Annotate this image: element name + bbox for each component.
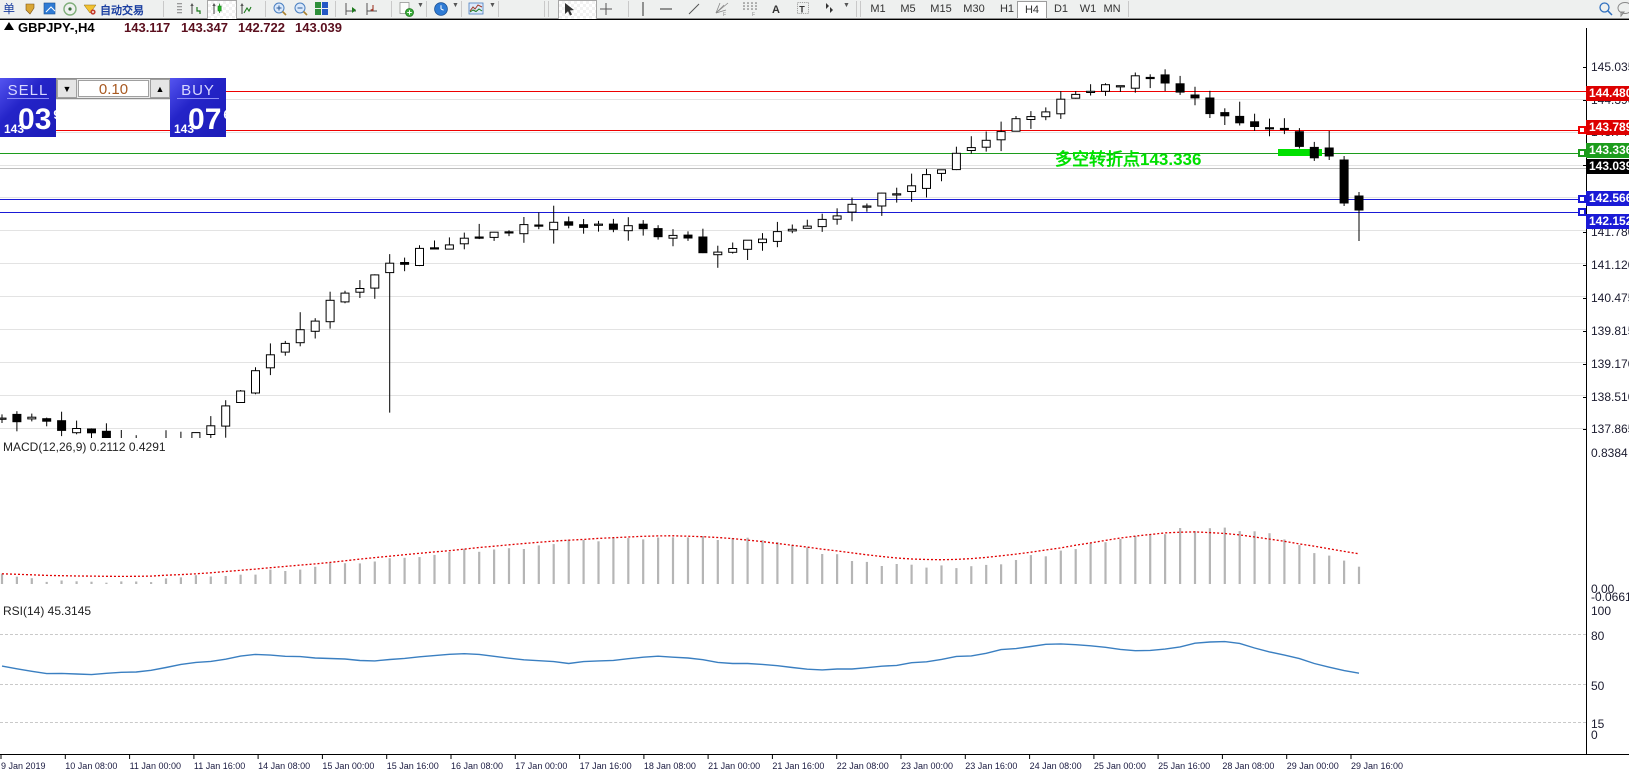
- svg-text:F: F: [723, 12, 726, 17]
- svg-text:单: 单: [3, 2, 15, 16]
- svg-text:A: A: [772, 4, 780, 16]
- svg-text:T: T: [799, 5, 805, 15]
- svg-text:F: F: [752, 12, 755, 17]
